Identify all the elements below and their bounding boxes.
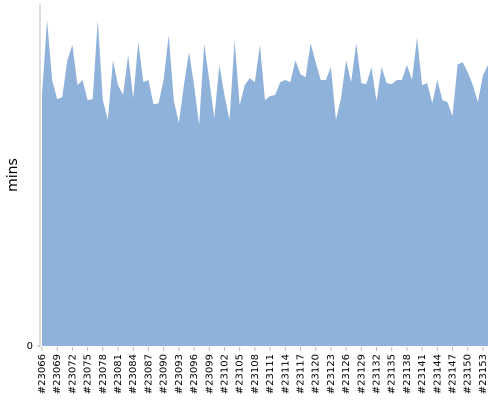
x-tick-label: #23138 <box>402 354 413 394</box>
x-tick-label: #23129 <box>356 354 367 394</box>
x-tick-label: #23087 <box>143 354 154 394</box>
x-tick-label: #23114 <box>280 354 291 394</box>
x-tick-label: #23072 <box>67 354 78 394</box>
x-tick-label: #23153 <box>478 354 489 394</box>
x-tick-label: #23099 <box>204 354 215 394</box>
x-tick-label: #23081 <box>113 354 124 394</box>
x-tick-label: #23147 <box>448 354 459 394</box>
x-tick-label: #23117 <box>295 354 306 394</box>
x-tick-label: #23132 <box>372 354 383 394</box>
y-tick-label: 0 <box>27 341 33 352</box>
x-tick-label: #23126 <box>341 354 352 394</box>
x-tick-label: #23084 <box>128 354 139 394</box>
x-tick-label: #23111 <box>265 354 276 394</box>
x-tick-label: #23105 <box>235 354 246 394</box>
x-tick-label: #23075 <box>83 354 94 394</box>
x-tick-label: #23108 <box>250 354 261 394</box>
x-tick-label: #23141 <box>417 354 428 394</box>
x-tick-label: #23123 <box>326 354 337 394</box>
x-tick-label: #23135 <box>387 354 398 394</box>
x-tick-label: #23120 <box>311 354 322 394</box>
y-axis-label: mins <box>5 158 21 192</box>
area <box>42 20 488 347</box>
x-tick-label: #23144 <box>432 354 443 394</box>
x-tick-label: #23078 <box>98 354 109 394</box>
x-tick-label: #23096 <box>189 354 200 394</box>
x-tick-label: #23093 <box>174 354 185 394</box>
x-tick-label: #23069 <box>52 354 63 394</box>
x-tick-label: #23066 <box>37 354 48 394</box>
x-tick-label: #23090 <box>159 354 170 394</box>
x-tick-label: #23150 <box>463 354 474 394</box>
x-tick-label: #23102 <box>219 354 230 394</box>
